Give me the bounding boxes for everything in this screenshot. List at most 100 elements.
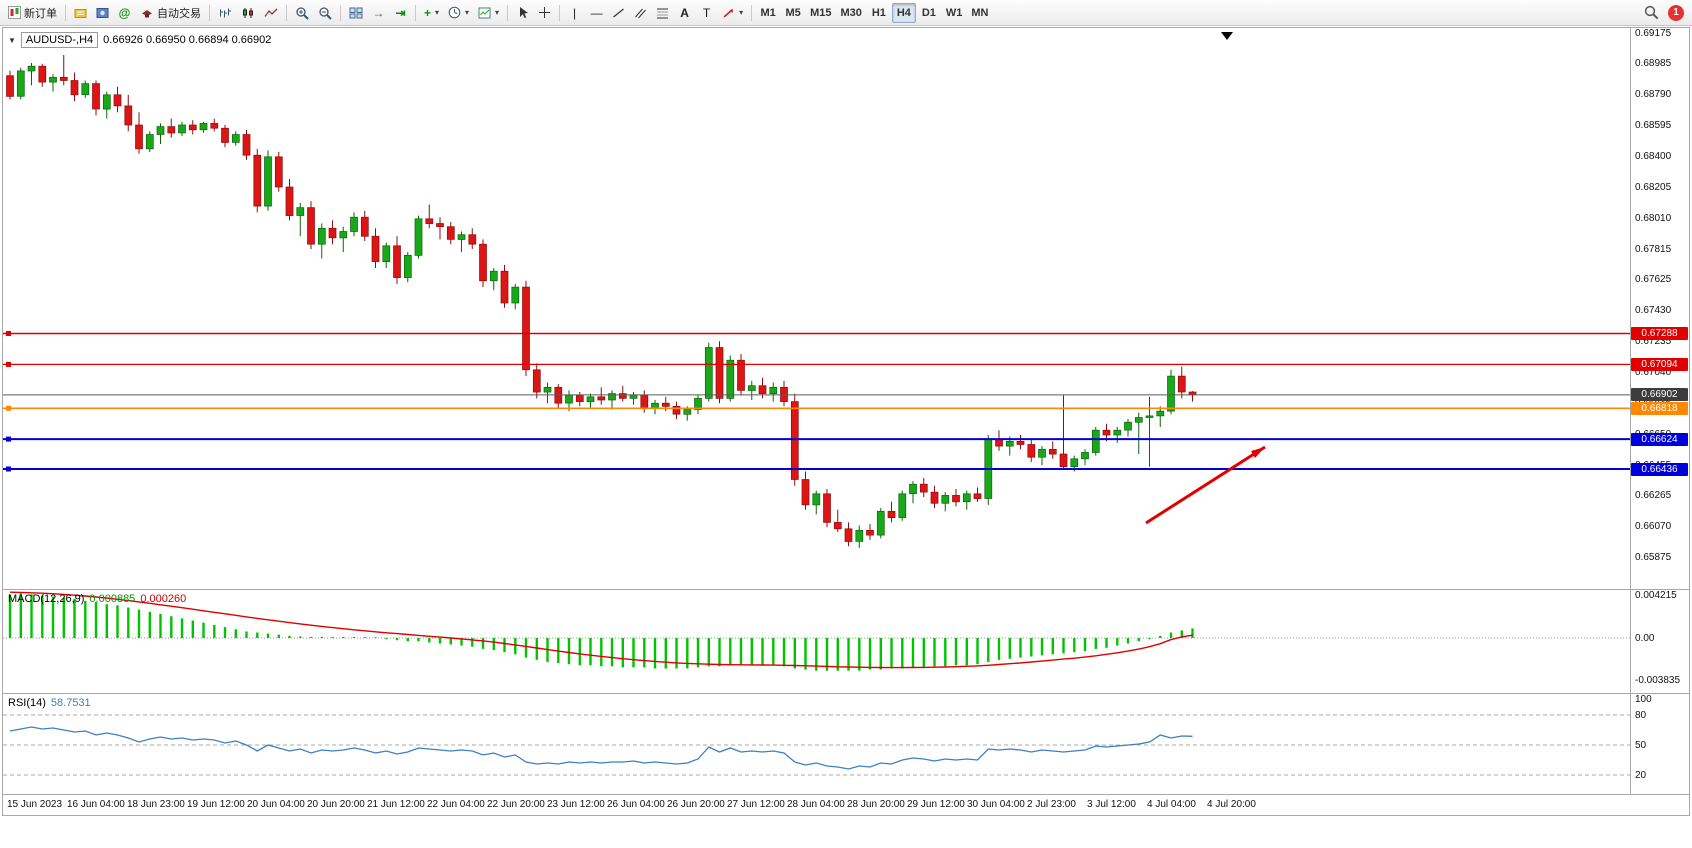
price-axis-label: 0.68985 (1635, 57, 1672, 69)
rsi-pane: RSI(14) 58.7531 100 80 50 20 (3, 693, 1689, 794)
chevron-down-icon: ▾ (465, 8, 470, 17)
timeframe-button-h1[interactable]: H1 (867, 3, 891, 23)
time-axis-label: 20 Jun 04:00 (247, 799, 305, 810)
price-axis-label: 0.68400 (1635, 150, 1672, 162)
line-chart-button[interactable] (260, 3, 282, 23)
horizontal-line-icon: — (590, 5, 603, 20)
indicators-button[interactable]: + ▾ (420, 3, 443, 23)
templates-button[interactable]: ▾ (474, 3, 503, 23)
auto-scroll-button[interactable]: → (368, 3, 389, 23)
time-axis-label: 27 Jun 12:00 (727, 799, 785, 810)
trendline-button[interactable] (608, 3, 629, 23)
price-axis-label: 0.66070 (1635, 521, 1672, 533)
time-axis-label: 16 Jun 04:00 (67, 799, 125, 810)
price-axis-label: 0.67040 (1635, 366, 1672, 378)
chart-window: ▼ AUDUSD-,H4 0.66926 0.66950 0.66894 0.6… (2, 27, 1690, 816)
main-chart-pane: ▼ AUDUSD-,H4 0.66926 0.66950 0.66894 0.6… (3, 28, 1689, 589)
toolbar-separator (286, 4, 287, 21)
zoom-in-button[interactable] (291, 3, 313, 23)
text-label-button[interactable]: T (696, 3, 717, 23)
cursor-button[interactable] (512, 3, 533, 23)
text-label-icon: T (702, 5, 711, 20)
price-axis-label: 0.68595 (1635, 119, 1672, 131)
time-axis-label: 29 Jun 12:00 (907, 799, 965, 810)
symbol-dropdown-icon[interactable]: ▼ (8, 35, 16, 45)
price-axis-label: 0.67430 (1635, 304, 1672, 316)
macd-axis[interactable]: 0.004215 0.00 -0.003835 (1630, 590, 1689, 693)
candlestick-chart-button[interactable] (237, 3, 259, 23)
rsi-axis[interactable]: 100 80 50 20 (1630, 694, 1689, 794)
time-axis-label: 22 Jun 04:00 (427, 799, 485, 810)
tile-windows-button[interactable] (345, 3, 367, 23)
toolbar-separator (559, 4, 561, 21)
timeframe-button-m30[interactable]: M30 (836, 3, 865, 23)
text-button[interactable]: A (674, 3, 695, 23)
time-axis-label: 4 Jul 20:00 (1207, 799, 1256, 810)
zoom-out-button[interactable] (314, 3, 336, 23)
auto-scroll-icon: → (372, 5, 385, 20)
chart-shift-marker[interactable] (1221, 32, 1233, 40)
timeframe-button-d1[interactable]: D1 (917, 3, 941, 23)
chart-shift-button[interactable]: ⇥ (390, 3, 411, 23)
candlestick-chart[interactable] (3, 28, 1630, 589)
periods-button[interactable]: ▾ (444, 3, 473, 23)
time-axis-label: 20 Jun 20:00 (307, 799, 365, 810)
toolbar-separator (209, 4, 210, 21)
metaeditor-button[interactable] (70, 3, 91, 23)
price-axis-label: 0.68205 (1635, 181, 1672, 193)
search-button[interactable] (1640, 3, 1663, 23)
time-axis[interactable]: 15 Jun 2023 16 Jun 04:00 18 Jun 23:00 19 Ju… (3, 794, 1689, 815)
bar-chart-button[interactable] (214, 3, 236, 23)
symbol-overlay: ▼ AUDUSD-,H4 0.66926 0.66950 0.66894 0.6… (8, 32, 271, 48)
candlestick-chart-icon (241, 7, 255, 19)
strategy-tester-button[interactable] (92, 3, 113, 23)
new-order-button[interactable]: 新订单 (4, 3, 61, 23)
autotrading-button[interactable]: 自动交易 (136, 3, 205, 23)
rsi-axis-label: 20 (1635, 770, 1647, 781)
price-axis-label: 0.67625 (1635, 273, 1672, 285)
fibonacci-button[interactable] (652, 3, 673, 23)
community-button[interactable]: @ (114, 3, 135, 23)
toolbar-separator (507, 4, 509, 21)
time-axis-label: 26 Jun 04:00 (607, 799, 665, 810)
price-axis-label: 0.69175 (1635, 28, 1672, 39)
vertical-line-button[interactable]: | (564, 3, 585, 23)
toolbar: 新订单 @ 自动交易 → ⇥ + ▾ ▾ ▾ | — A T ▾ M1 M5 M1… (0, 0, 1692, 26)
timeframe-button-m5[interactable]: M5 (781, 3, 805, 23)
timeframe-button-m15[interactable]: M15 (806, 3, 835, 23)
macd-chart[interactable] (3, 590, 1630, 693)
chevron-down-icon: ▾ (495, 8, 500, 17)
timeframe-button-m1[interactable]: M1 (756, 3, 780, 23)
macd-axis-label: 0.004215 (1635, 590, 1677, 601)
time-axis-label: 22 Jun 20:00 (487, 799, 545, 810)
macd-axis-label: 0.00 (1635, 633, 1655, 644)
time-axis-label: 28 Jun 04:00 (787, 799, 845, 810)
horizontal-line-button[interactable]: — (586, 3, 607, 23)
rsi-chart[interactable] (3, 694, 1630, 794)
rsi-label: RSI(14) 58.7531 (8, 697, 91, 709)
indicators-icon: + (424, 5, 432, 20)
price-tag: 0.66902 (1631, 388, 1688, 402)
price-tag: 0.66624 (1631, 432, 1688, 446)
time-axis-label: 28 Jun 20:00 (847, 799, 905, 810)
timeframe-button-mn[interactable]: MN (967, 3, 992, 23)
time-axis-label: 4 Jul 04:00 (1147, 799, 1196, 810)
channel-icon (634, 7, 647, 19)
community-icon: @ (118, 5, 131, 20)
rsi-indicator-name: RSI(14) (8, 697, 46, 709)
price-axis[interactable]: 0.69175 0.68985 0.68790 0.68595 0.68400 0.682… (1630, 28, 1689, 589)
crosshair-button[interactable] (534, 3, 555, 23)
arrows-button[interactable]: ▾ (718, 3, 747, 23)
bar-chart-icon (218, 7, 232, 19)
vertical-line-icon: | (573, 5, 577, 20)
price-axis-label: 0.66265 (1635, 490, 1672, 502)
new-order-label: 新订单 (24, 7, 57, 20)
channel-button[interactable] (630, 3, 651, 23)
notification-badge[interactable]: 1 (1668, 4, 1684, 21)
toolbar-separator (751, 4, 753, 21)
chart-shift-icon: ⇥ (395, 5, 406, 20)
trend-arrow-annotation[interactable] (1145, 445, 1266, 525)
arrow-tool-icon (722, 7, 735, 19)
timeframe-button-h4[interactable]: H4 (891, 2, 916, 23)
timeframe-button-w1[interactable]: W1 (942, 3, 967, 23)
